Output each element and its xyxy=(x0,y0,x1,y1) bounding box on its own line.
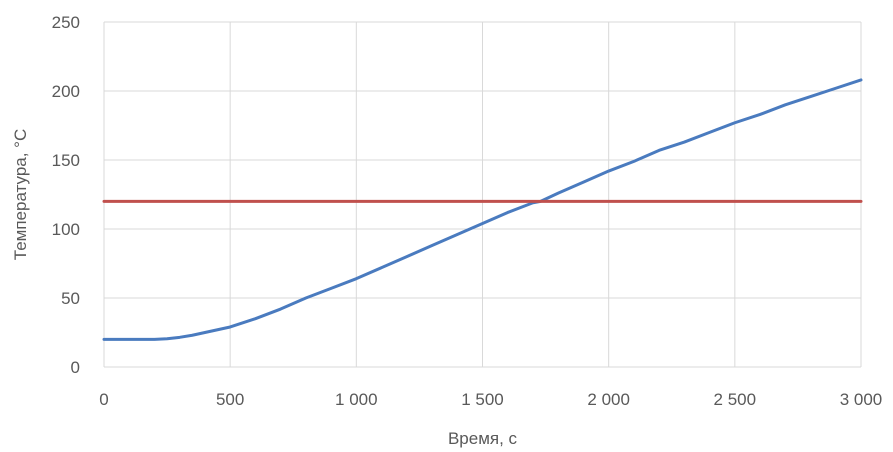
x-tick-label: 3 000 xyxy=(840,390,883,409)
y-axis-title: Температура, °C xyxy=(11,129,30,260)
y-tick-label: 150 xyxy=(52,151,80,170)
x-tick-label: 2 000 xyxy=(587,390,630,409)
y-tick-label: 0 xyxy=(71,358,80,377)
x-axis-title: Время, с xyxy=(448,429,518,448)
x-tick-label: 0 xyxy=(99,390,108,409)
x-tick-label: 500 xyxy=(216,390,244,409)
y-tick-label: 200 xyxy=(52,82,80,101)
series-group xyxy=(102,78,863,341)
grid xyxy=(103,21,862,368)
x-tick-label: 2 500 xyxy=(714,390,757,409)
tick-labels: 0 50 100 150 200 250 0 500 1 000 1 500 2 000 2 500 3… xyxy=(52,13,883,409)
y-tick-label: 250 xyxy=(52,13,80,32)
x-tick-label: 1 000 xyxy=(335,390,378,409)
temperature-curve xyxy=(102,78,863,341)
y-tick-label: 50 xyxy=(61,289,80,308)
y-tick-label: 100 xyxy=(52,220,80,239)
x-tick-label: 1 500 xyxy=(461,390,504,409)
